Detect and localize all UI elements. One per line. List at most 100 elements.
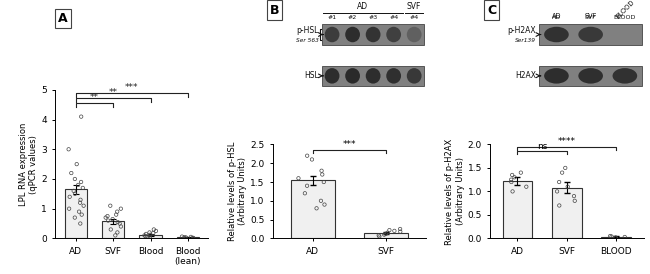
Point xyxy=(143,236,153,241)
Point xyxy=(307,157,317,162)
Point xyxy=(72,162,82,166)
Text: #3: #3 xyxy=(369,15,378,21)
Text: Ser139: Ser139 xyxy=(515,38,536,43)
Ellipse shape xyxy=(544,68,569,84)
Point xyxy=(148,231,159,235)
Text: AD: AD xyxy=(552,15,561,21)
Point xyxy=(374,234,385,239)
Point xyxy=(554,203,564,208)
Bar xyxy=(291,180,335,238)
Point xyxy=(64,207,74,211)
Text: C: C xyxy=(488,4,497,16)
Point xyxy=(521,184,532,189)
Ellipse shape xyxy=(386,68,401,84)
Point xyxy=(382,230,393,235)
Text: #2: #2 xyxy=(348,15,358,21)
Text: BLOOD: BLOOD xyxy=(614,15,636,21)
Ellipse shape xyxy=(407,68,422,84)
Text: AD: AD xyxy=(358,2,369,11)
Point xyxy=(316,199,326,203)
Bar xyxy=(552,188,582,238)
Ellipse shape xyxy=(612,68,637,84)
Text: ns: ns xyxy=(537,142,547,150)
Point xyxy=(302,184,312,188)
Ellipse shape xyxy=(386,27,401,42)
Ellipse shape xyxy=(345,27,360,42)
Point xyxy=(112,209,122,214)
Point xyxy=(188,236,198,240)
Point xyxy=(317,169,327,173)
Point xyxy=(508,189,518,194)
Point xyxy=(319,202,330,207)
Point xyxy=(188,236,198,240)
Point xyxy=(145,233,155,237)
Point xyxy=(569,194,579,198)
Point xyxy=(107,217,118,221)
Point xyxy=(389,229,400,233)
Point xyxy=(79,204,89,208)
Point xyxy=(64,147,74,152)
Point xyxy=(114,221,125,226)
Point xyxy=(68,189,79,193)
Point xyxy=(141,232,151,236)
Point xyxy=(562,184,573,189)
Point xyxy=(179,236,190,241)
Bar xyxy=(540,65,642,86)
Point xyxy=(300,191,310,195)
Ellipse shape xyxy=(366,68,380,84)
Point xyxy=(116,207,126,211)
Text: HSL: HSL xyxy=(304,71,318,80)
Point xyxy=(179,235,190,239)
Text: BLOOD: BLOOD xyxy=(614,0,635,19)
Point xyxy=(384,228,395,232)
Point xyxy=(112,220,123,224)
Point xyxy=(317,172,328,177)
Text: **: ** xyxy=(109,88,118,97)
Ellipse shape xyxy=(324,68,339,84)
Text: B: B xyxy=(270,4,280,16)
Point xyxy=(318,180,329,184)
Text: ***: *** xyxy=(343,140,356,149)
Bar xyxy=(139,235,162,238)
Point xyxy=(560,166,571,170)
Point xyxy=(76,115,86,119)
Point xyxy=(395,227,406,231)
Bar xyxy=(177,237,199,238)
Point xyxy=(381,232,391,236)
Point xyxy=(102,214,112,218)
Y-axis label: LPL RNA expression
(qPCR values): LPL RNA expression (qPCR values) xyxy=(19,122,38,206)
Point xyxy=(619,235,630,239)
Point xyxy=(605,234,616,238)
Y-axis label: Relative levels of p-H2AX
(Arbitrary Units): Relative levels of p-H2AX (Arbitrary Uni… xyxy=(445,138,465,244)
Point xyxy=(112,230,123,235)
Text: #1: #1 xyxy=(328,15,337,21)
Point xyxy=(70,177,80,181)
Ellipse shape xyxy=(578,27,603,42)
Point xyxy=(515,170,526,175)
Point xyxy=(75,201,85,205)
Point xyxy=(177,234,187,239)
Bar xyxy=(64,189,87,238)
Point xyxy=(311,206,322,210)
Point xyxy=(76,180,86,184)
Point xyxy=(506,178,516,182)
Ellipse shape xyxy=(578,68,603,84)
Point xyxy=(395,229,406,234)
Point xyxy=(101,215,111,220)
Text: **: ** xyxy=(90,93,99,102)
Point xyxy=(110,233,120,238)
Point xyxy=(610,235,621,240)
Bar xyxy=(364,233,408,238)
Ellipse shape xyxy=(345,68,360,84)
Text: #4: #4 xyxy=(389,15,398,21)
Text: p-H2AX: p-H2AX xyxy=(508,26,536,35)
Text: ***: *** xyxy=(125,83,138,92)
Point xyxy=(506,180,517,184)
Text: Ser 563: Ser 563 xyxy=(296,38,318,43)
Point xyxy=(374,233,384,238)
Point xyxy=(606,234,617,239)
Point xyxy=(139,233,150,238)
Point xyxy=(70,192,80,196)
Point xyxy=(105,227,116,232)
Point xyxy=(111,212,122,217)
